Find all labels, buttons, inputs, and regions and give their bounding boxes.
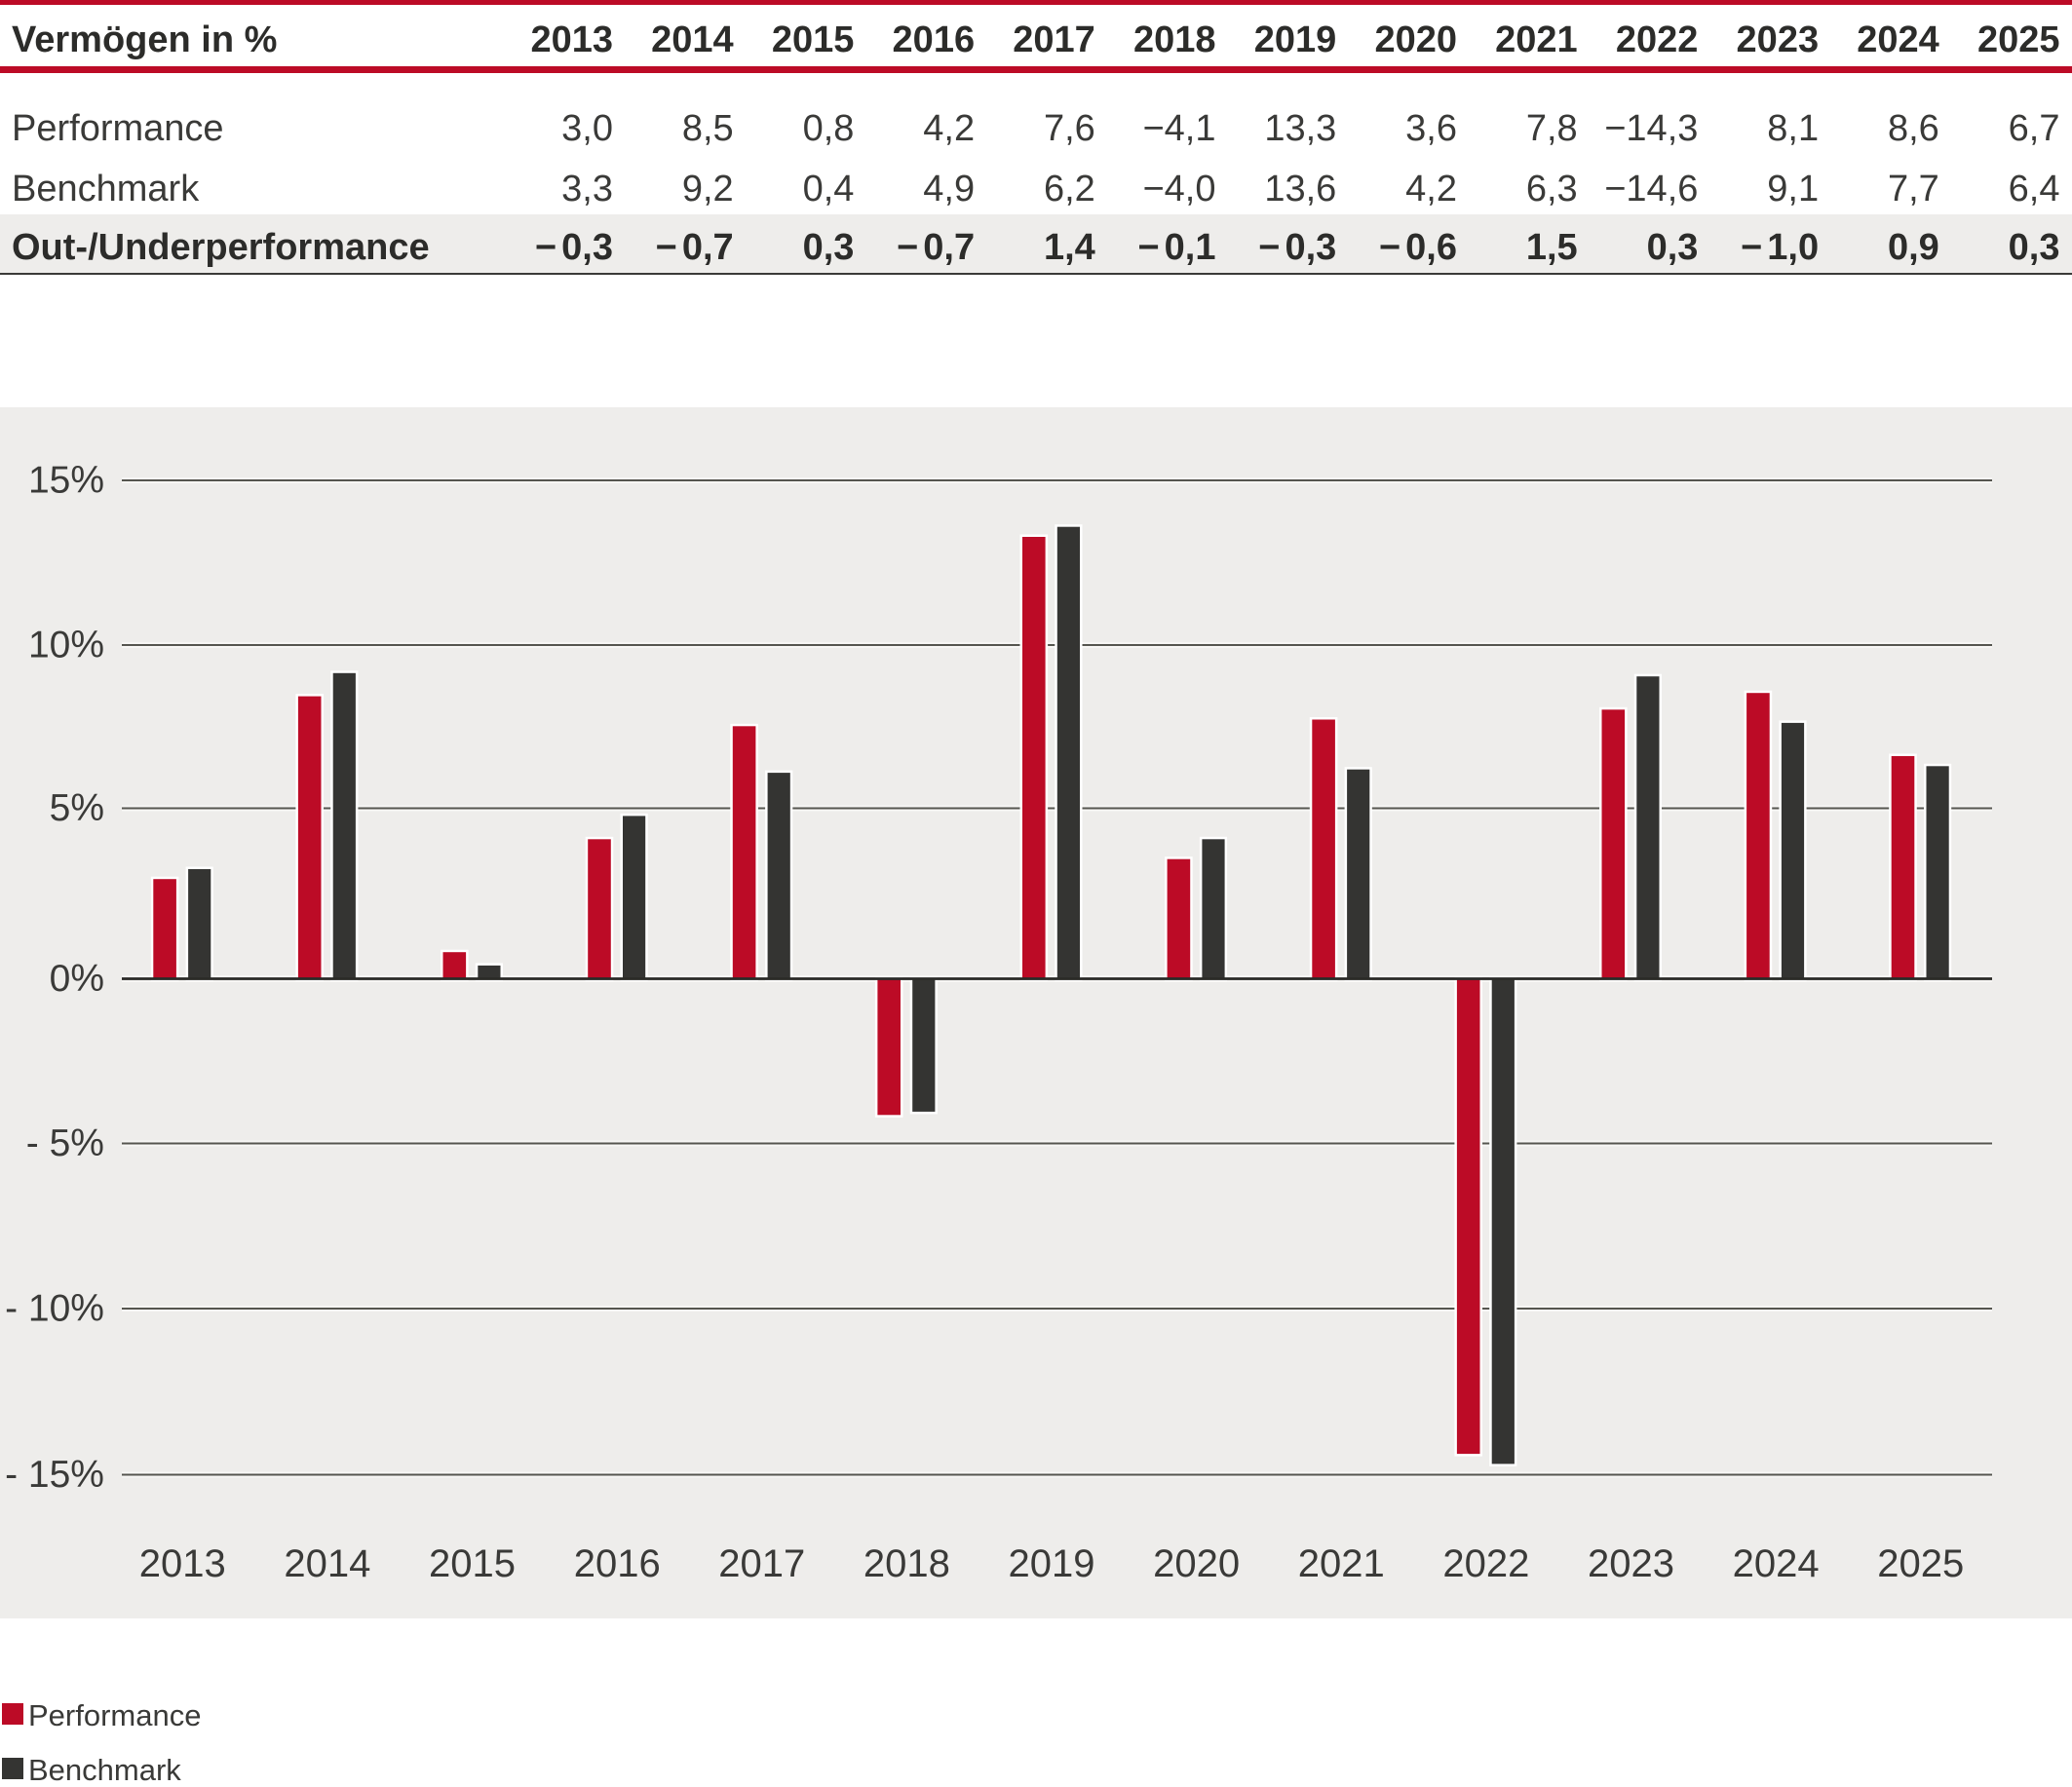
svg-text:2021: 2021	[1298, 1542, 1385, 1585]
svg-text:2016: 2016	[574, 1542, 661, 1585]
svg-text:- 15%: - 15%	[5, 1454, 104, 1496]
svg-text:2024: 2024	[1733, 1542, 1820, 1585]
svg-text:2014: 2014	[284, 1542, 370, 1585]
svg-text:2020: 2020	[1153, 1542, 1240, 1585]
svg-text:2025: 2025	[1877, 1542, 1964, 1585]
svg-text:2015: 2015	[429, 1542, 516, 1585]
svg-text:2019: 2019	[1009, 1542, 1095, 1585]
svg-text:10%: 10%	[28, 625, 104, 666]
svg-text:2013: 2013	[139, 1542, 226, 1585]
svg-text:2018: 2018	[863, 1542, 950, 1585]
svg-text:- 10%: - 10%	[5, 1288, 104, 1330]
svg-text:0%: 0%	[50, 958, 104, 1000]
svg-text:2017: 2017	[718, 1542, 805, 1585]
svg-text:2022: 2022	[1442, 1542, 1529, 1585]
svg-text:15%: 15%	[28, 460, 104, 502]
svg-text:5%: 5%	[50, 787, 104, 829]
svg-text:- 5%: - 5%	[26, 1122, 104, 1164]
svg-text:2023: 2023	[1588, 1542, 1674, 1585]
